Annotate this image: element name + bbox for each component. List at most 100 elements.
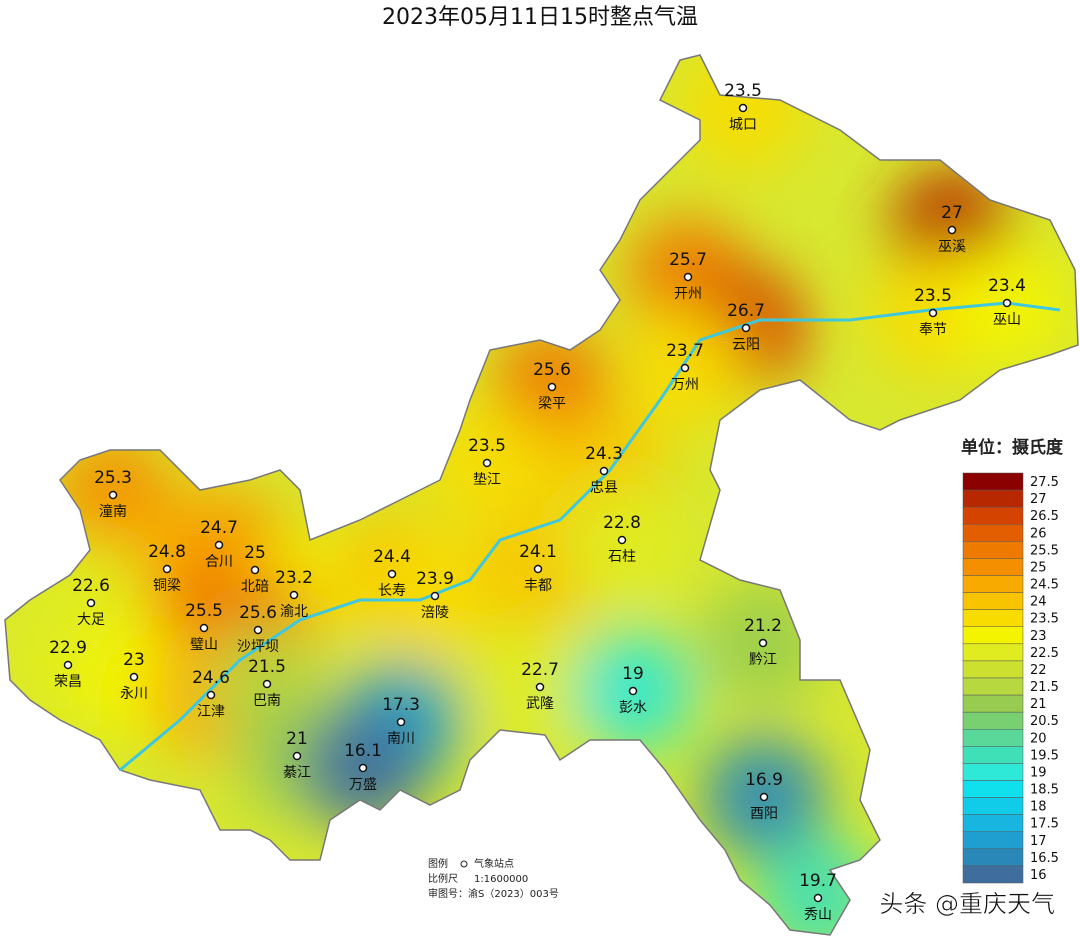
station-name: 忠县: [590, 480, 618, 496]
station-name: 巫山: [993, 312, 1021, 328]
legend-swatch: [962, 677, 1024, 696]
legend-label: 22: [1030, 663, 1047, 678]
station-value: 19: [622, 664, 644, 684]
station-value: 22.6: [72, 576, 110, 596]
river: [119, 301, 1061, 772]
station-value: 21: [286, 729, 308, 749]
title: 2023年05月11日15时整点气温: [382, 5, 698, 30]
station-name: 酉阳: [750, 806, 778, 822]
station-dot: [535, 682, 545, 692]
legend-swatch: [962, 609, 1024, 628]
station-dot: [387, 569, 397, 579]
station-dot: [129, 672, 139, 682]
legend-label: 18: [1030, 800, 1047, 815]
legend-label: 17: [1030, 834, 1047, 849]
map-area: [5, 55, 1078, 935]
station-value: 25.6: [239, 603, 277, 623]
station-name: 江津: [197, 704, 225, 720]
station-dot: [289, 590, 299, 600]
station-dot: [628, 686, 638, 696]
station-name: 云阳: [732, 337, 760, 353]
station-dot: [162, 564, 172, 574]
station-value: 17.3: [382, 695, 420, 715]
station-dot: [617, 535, 627, 545]
station-dot: [759, 792, 769, 802]
station-dot: [430, 591, 440, 601]
station-name: 涪陵: [421, 605, 449, 621]
station-name: 万州: [671, 377, 699, 393]
legend-swatch: [962, 489, 1024, 508]
station-dot: [250, 565, 260, 575]
station-value: 26.7: [727, 301, 765, 321]
station-name: 奉节: [919, 322, 947, 338]
legend-label: 25: [1030, 560, 1047, 575]
station-value: 25.3: [94, 468, 132, 488]
legend-label: 20.5: [1030, 714, 1059, 729]
station-name: 垫江: [473, 472, 501, 488]
station-dot: [813, 893, 823, 903]
legend-label: 16: [1030, 868, 1047, 883]
station-name: 秀山: [804, 907, 832, 923]
station-name: 巫溪: [938, 239, 966, 255]
legend-label: 25.5: [1030, 543, 1059, 558]
legend-label: 23: [1030, 629, 1047, 644]
station-dot: [683, 272, 693, 282]
station-dot: [680, 363, 690, 373]
map-notes: 图例 气象站点 比例尺 1:1600000 审图号：渝S（2023）003号: [428, 857, 559, 900]
legend-swatch: [962, 541, 1024, 559]
station-value: 23.5: [914, 286, 952, 306]
legend-swatch: [962, 848, 1024, 867]
station-name: 巴南: [253, 693, 281, 709]
note-approval: 审图号：渝S（2023）003号: [428, 887, 559, 900]
station-value: 22.9: [49, 638, 87, 658]
station-dot: [396, 717, 406, 727]
legend: 27.5 27 26.5 26 25.5 25 24.5 24 23.5 23 22.5 22 21.5…: [962, 472, 1059, 884]
station-dot: [1002, 298, 1012, 308]
station-dot: [928, 308, 938, 318]
legend-swatch: [962, 626, 1024, 645]
station-name: 綦江: [283, 765, 311, 781]
legend-swatch: [962, 865, 1024, 884]
station-name: 万盛: [349, 777, 377, 793]
legend-swatch: [962, 524, 1024, 542]
station-dot: [199, 623, 209, 633]
legend-swatch: [962, 472, 1024, 491]
station-dot: [63, 660, 73, 670]
station-dot: [482, 458, 492, 468]
station-name: 渝北: [280, 604, 308, 620]
station-name: 铜梁: [153, 578, 181, 594]
station-name: 大足: [77, 612, 105, 628]
legend-swatch: [962, 592, 1024, 610]
station-dot: [262, 679, 272, 689]
station-name: 潼南: [99, 503, 127, 520]
station-value: 24.7: [200, 518, 238, 538]
legend-label: 19.5: [1030, 748, 1059, 763]
legend-label: 24.5: [1030, 578, 1059, 593]
legend-swatch: [962, 746, 1024, 764]
legend-swatch: [962, 575, 1024, 593]
note-scale: 1:1600000: [474, 874, 528, 885]
legend-swatch: [962, 780, 1024, 798]
station-dot: [214, 540, 224, 550]
station-name: 北碚: [241, 579, 269, 595]
legend-swatch: [962, 660, 1024, 679]
station-dot: [358, 763, 368, 773]
station-value: 23: [123, 650, 145, 670]
station-value: 24.1: [519, 542, 557, 562]
station-name: 璧山: [190, 636, 218, 653]
legend-label: 26.5: [1030, 509, 1059, 524]
legend-label: 21: [1030, 697, 1047, 712]
station-dot: [108, 490, 118, 500]
legend-label: 24: [1030, 595, 1047, 610]
legend-swatch: [962, 763, 1024, 781]
legend-label: 23.5: [1030, 612, 1059, 627]
legend-swatch: [962, 694, 1024, 713]
station-value: 16.9: [745, 770, 783, 790]
station-value: 25: [244, 543, 266, 563]
legend-label: 21.5: [1030, 680, 1059, 695]
station-value: 19.7: [799, 871, 837, 891]
legend-label: 27: [1030, 492, 1047, 507]
legend-label: 19: [1030, 765, 1047, 780]
station-name: 南川: [387, 731, 415, 747]
